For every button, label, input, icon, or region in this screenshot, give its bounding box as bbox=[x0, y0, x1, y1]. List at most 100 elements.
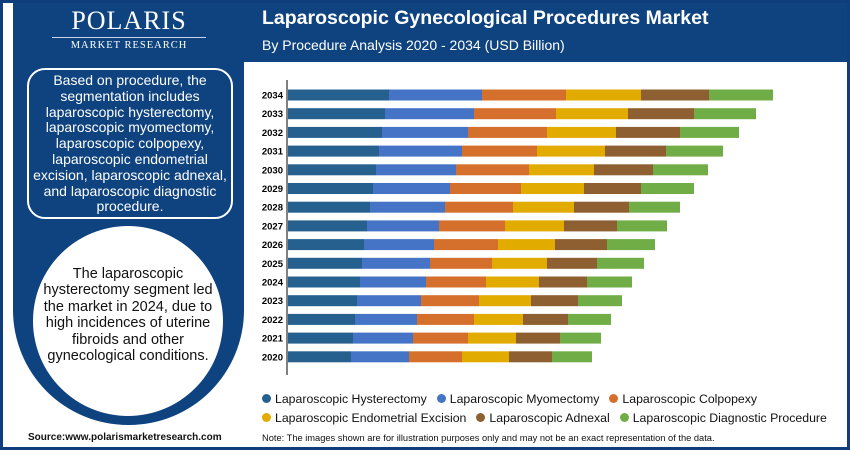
year-tick-label: 2031 bbox=[262, 147, 284, 158]
legend-item: Laparoscopic Adnexal bbox=[476, 410, 610, 425]
legend-dot-icon bbox=[619, 413, 629, 422]
bar-segment bbox=[288, 201, 370, 213]
bar-segment bbox=[288, 239, 364, 251]
bar-segment bbox=[362, 257, 430, 269]
bar-segment bbox=[547, 257, 597, 269]
bar-segment bbox=[486, 276, 539, 288]
logo-name: POLARIS bbox=[71, 6, 187, 35]
bar-segment bbox=[666, 145, 723, 157]
bar-segment bbox=[564, 220, 617, 232]
bar-segment bbox=[568, 313, 611, 325]
bar-segment bbox=[462, 145, 537, 157]
legend-item: Laparoscopic Myomectomy bbox=[436, 391, 600, 406]
bar-segment bbox=[421, 295, 479, 307]
bar-segment bbox=[694, 108, 756, 120]
bar-segment bbox=[288, 332, 353, 344]
legend-label: Laparoscopic Diagnostic Procedure bbox=[632, 410, 827, 425]
bar-segment bbox=[288, 126, 382, 138]
year-tick-label: 2029 bbox=[262, 184, 283, 195]
bar-segment bbox=[594, 164, 653, 176]
bar-segment bbox=[364, 239, 434, 251]
logo-tagline: MARKET RESEARCH bbox=[70, 40, 188, 51]
bar-segment bbox=[450, 183, 521, 194]
legend-dot-icon bbox=[262, 413, 271, 422]
bar-segment bbox=[409, 351, 462, 363]
bar-segment bbox=[288, 276, 360, 288]
bar-segment bbox=[566, 89, 641, 101]
bar-segment bbox=[537, 145, 605, 157]
bar-segment bbox=[379, 145, 462, 157]
bar-segment bbox=[417, 313, 474, 325]
bar-segment bbox=[288, 164, 376, 176]
bar-segment bbox=[653, 164, 708, 176]
year-tick-label: 2028 bbox=[262, 203, 283, 214]
legend-label: Laparoscopic Myomectomy bbox=[449, 391, 600, 406]
legend-item: Laparoscopic Colpopexy bbox=[609, 392, 757, 406]
legend-label: Laparoscopic Endometrial Excision bbox=[275, 410, 467, 425]
bar-segment bbox=[474, 313, 523, 325]
polaris-logo: POLARIS MARKET RESEARCH bbox=[44, 8, 214, 51]
bar-segment bbox=[513, 201, 574, 213]
bar-segment bbox=[556, 108, 628, 120]
bar-segment bbox=[617, 220, 667, 232]
bar-segment bbox=[288, 295, 357, 307]
year-tick-label: 2033 bbox=[262, 109, 283, 120]
year-tick-label: 2034 bbox=[262, 91, 284, 102]
bar-segment bbox=[468, 126, 547, 138]
bar-segment bbox=[552, 351, 592, 363]
year-tick-label: 2026 bbox=[262, 240, 283, 251]
bar-segment bbox=[587, 276, 632, 288]
bar-segment bbox=[413, 332, 468, 344]
legend-dot-icon bbox=[476, 413, 486, 422]
bar-segment bbox=[426, 276, 486, 288]
bar-segment bbox=[357, 295, 421, 307]
bar-segment bbox=[578, 295, 622, 307]
bar-segment bbox=[531, 295, 578, 307]
bar-segment bbox=[523, 313, 568, 325]
bar-segment bbox=[516, 332, 560, 344]
chart-legend: Laparoscopic Hysterectomy Laparoscopic My… bbox=[262, 389, 842, 427]
legend-item: Laparoscopic Diagnostic Procedure bbox=[619, 410, 827, 425]
bar-segment bbox=[353, 332, 413, 344]
year-tick-label: 2024 bbox=[262, 278, 284, 289]
legend-dot-icon bbox=[262, 394, 271, 403]
bar-segment bbox=[360, 276, 426, 288]
bar-segment bbox=[288, 313, 355, 325]
bar-segment bbox=[434, 239, 498, 251]
year-tick-label: 2027 bbox=[262, 221, 283, 232]
bar-segment bbox=[474, 108, 556, 120]
bar-segment bbox=[439, 220, 505, 232]
bar-segment bbox=[547, 126, 616, 138]
bar-segment bbox=[288, 257, 362, 269]
year-tick-label: 2032 bbox=[262, 128, 283, 139]
bar-segment bbox=[389, 89, 482, 101]
segmentation-info-box: Based on procedure, the segmentation inc… bbox=[27, 68, 233, 219]
bar-segment bbox=[355, 313, 417, 325]
year-tick-label: 2021 bbox=[262, 334, 284, 345]
bar-segment bbox=[641, 89, 709, 101]
bar-segment bbox=[584, 183, 641, 194]
bar-segment bbox=[492, 257, 547, 269]
bar-segment bbox=[462, 351, 509, 363]
bar-segment bbox=[498, 239, 555, 251]
legend-label: Laparoscopic Adnexal bbox=[489, 410, 610, 425]
bar-segment bbox=[382, 126, 468, 138]
bar-segment bbox=[468, 332, 516, 344]
bar-segment bbox=[288, 108, 385, 120]
bar-segment bbox=[629, 201, 680, 213]
bar-segment bbox=[509, 351, 552, 363]
bar-segment bbox=[351, 351, 409, 363]
bar-segment bbox=[641, 183, 694, 194]
year-tick-label: 2025 bbox=[262, 259, 284, 270]
bar-segment bbox=[555, 239, 607, 251]
bar-segment bbox=[529, 164, 594, 176]
header-banner bbox=[244, 0, 850, 62]
bar-segment bbox=[370, 201, 445, 213]
legend-label: Laparoscopic Hysterectomy bbox=[275, 391, 427, 406]
bar-segment bbox=[288, 183, 373, 194]
bar-segment bbox=[560, 332, 601, 344]
legend-dot-icon bbox=[609, 394, 619, 403]
year-tick-label: 2023 bbox=[262, 296, 283, 307]
bar-segment bbox=[482, 89, 566, 101]
bar-segment bbox=[373, 183, 450, 194]
